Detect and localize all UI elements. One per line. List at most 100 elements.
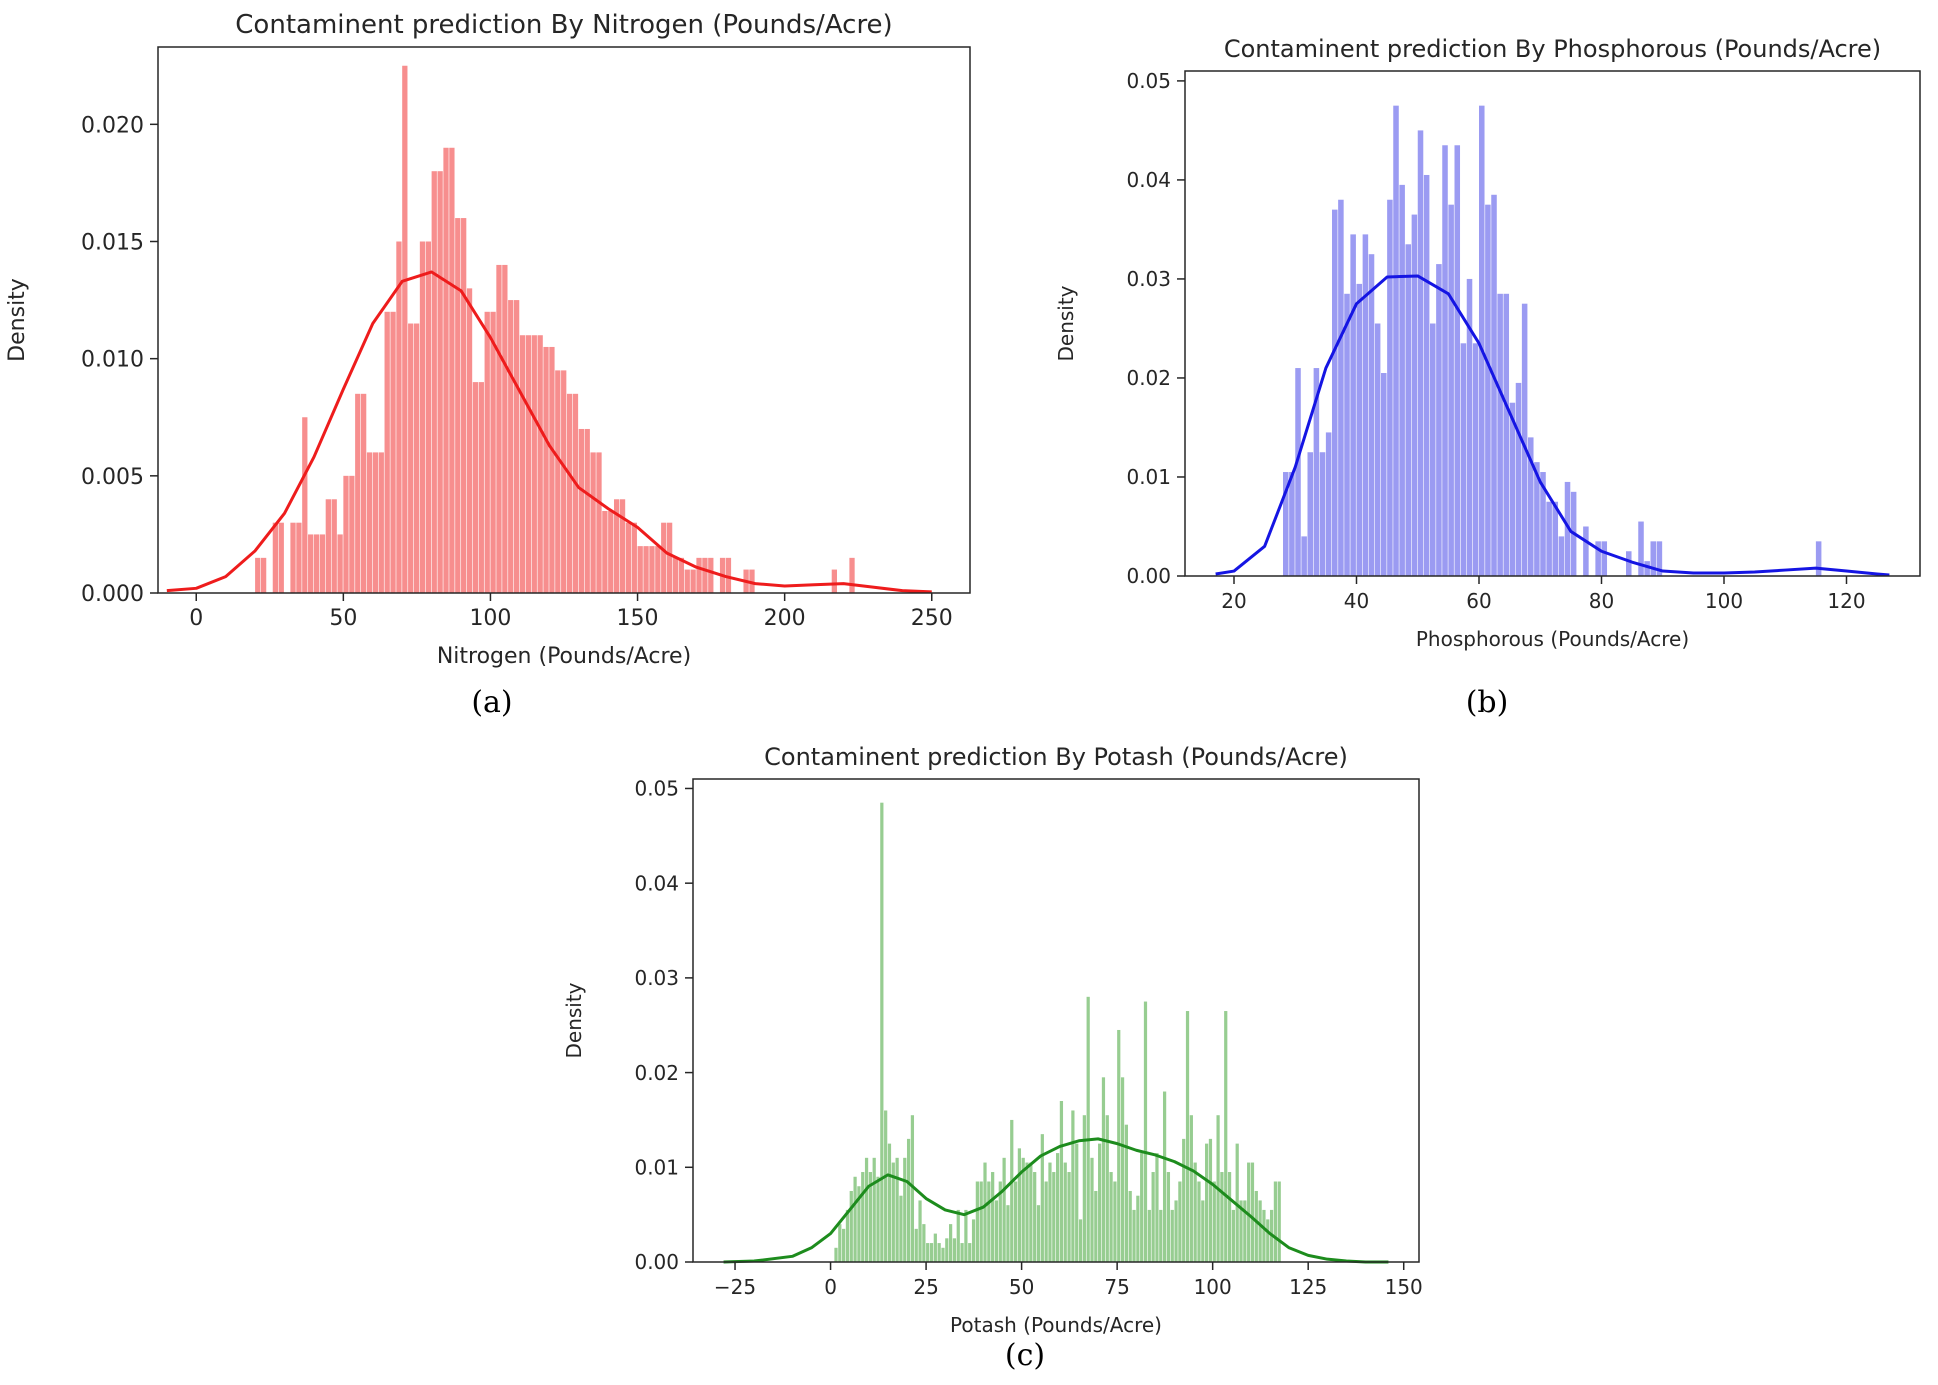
histogram-bar <box>1815 541 1822 576</box>
histogram-bar <box>1393 105 1399 576</box>
x-tick-label: 150 <box>1385 1275 1423 1299</box>
histogram-bar <box>1552 501 1559 576</box>
histogram-bar <box>1540 472 1546 576</box>
histogram-bar <box>525 335 532 593</box>
histogram-bar <box>1583 526 1589 576</box>
histogram-bar <box>366 452 373 593</box>
histogram-bar <box>425 241 431 593</box>
histogram-bar <box>1247 1162 1251 1262</box>
x-tick-label: 200 <box>764 606 806 631</box>
histogram-bar <box>396 241 402 593</box>
histogram-bar <box>1147 1209 1151 1262</box>
histogram-bar <box>549 346 555 593</box>
histogram-bar <box>945 1238 949 1262</box>
histogram-bar <box>1044 1181 1048 1262</box>
histogram-bar <box>952 1238 957 1262</box>
histogram-bar <box>696 557 702 593</box>
histogram-bar <box>608 510 614 593</box>
histogram-bar <box>1405 244 1412 576</box>
y-tick-label: 0.000 <box>81 582 144 607</box>
histogram-bar <box>979 1181 983 1262</box>
histogram-bar <box>1503 293 1510 576</box>
histogram-bar <box>1656 541 1663 576</box>
histogram-bar <box>1368 254 1375 576</box>
histogram-bar <box>1332 209 1338 576</box>
histogram-bar <box>1013 1181 1018 1262</box>
histogram-bar <box>868 1172 872 1262</box>
y-tick-label: 0.005 <box>81 465 144 490</box>
histogram-bar <box>914 1228 918 1262</box>
histogram-bar <box>255 557 261 593</box>
histogram-bars <box>255 65 855 593</box>
histogram-bar <box>1313 368 1320 576</box>
x-tick-label: 0 <box>824 1275 837 1299</box>
histogram-bar <box>1117 1029 1121 1262</box>
y-tick-label: 0.04 <box>634 871 679 895</box>
histogram-bar <box>1243 1200 1247 1262</box>
y-tick-label: 0.01 <box>1126 465 1171 489</box>
histogram-bar <box>1208 1138 1213 1262</box>
histogram-bar <box>1033 1172 1037 1262</box>
histogram-bars <box>1283 105 1822 577</box>
histogram-bar <box>349 475 355 593</box>
histogram-bar <box>1250 1162 1255 1262</box>
histogram-bar <box>466 288 473 593</box>
histogram-bar <box>1595 541 1601 576</box>
histogram-bar <box>1460 343 1467 576</box>
histogram-bar <box>384 311 390 593</box>
histogram-bar <box>1277 1181 1281 1262</box>
panel-caption: (b) <box>1466 685 1509 720</box>
histogram-bar <box>1558 536 1565 576</box>
histogram-bar <box>1374 323 1381 576</box>
histogram-bar <box>272 522 279 593</box>
y-tick-label: 0.020 <box>81 113 144 138</box>
kde-line <box>1215 274 1890 577</box>
plot-frame <box>1184 70 1921 577</box>
histogram-bar <box>1162 1091 1167 1262</box>
histogram-bar <box>1193 1162 1197 1262</box>
histogram-bar <box>1417 130 1424 576</box>
histogram-bar <box>672 557 679 593</box>
histogram-bar <box>1423 174 1430 576</box>
histogram-bar <box>1528 437 1534 576</box>
histogram-bar <box>949 1224 953 1262</box>
histogram-bar <box>449 147 455 593</box>
histogram-bar <box>1534 462 1540 576</box>
chart-title: Contaminent prediction By Potash (Pounds… <box>764 743 1348 771</box>
histogram-bar <box>1325 432 1332 576</box>
histogram-bar <box>708 557 714 593</box>
histogram-bar <box>390 311 396 593</box>
histogram-bar <box>1344 293 1350 576</box>
y-tick-label: 0.03 <box>634 966 679 990</box>
histogram-bar <box>325 499 331 593</box>
y-tick-label: 0.02 <box>634 1061 679 1085</box>
histogram-bar <box>313 534 320 593</box>
histogram-bar <box>1052 1172 1056 1262</box>
histogram-bar <box>578 428 584 593</box>
histogram-bar <box>555 370 561 593</box>
histogram-bar <box>643 546 649 593</box>
histogram-bar <box>1436 264 1442 576</box>
x-tick-label: 25 <box>913 1275 938 1299</box>
histogram-bar <box>1189 1115 1193 1262</box>
x-tick-label: 0 <box>189 606 203 631</box>
histogram-bar <box>1178 1181 1182 1262</box>
histogram-bar <box>1155 1153 1159 1262</box>
histogram-bar <box>1143 1001 1148 1262</box>
histogram-bar <box>531 335 537 593</box>
histogram-bar <box>983 1162 987 1262</box>
histogram-bar <box>1601 541 1608 576</box>
histogram-bar <box>849 557 855 593</box>
histogram-bar <box>929 1243 934 1262</box>
histogram-bar <box>590 452 596 593</box>
histogram-bar <box>845 1209 850 1262</box>
histogram-bar <box>1448 204 1454 576</box>
histogram-bar <box>1319 452 1326 576</box>
histogram-bar <box>987 1181 991 1262</box>
x-axis-label: Potash (Pounds/Acre) <box>950 1313 1162 1337</box>
histogram-bar <box>968 1243 972 1262</box>
histogram-bar <box>478 382 484 593</box>
y-tick-label: 0.015 <box>81 230 144 255</box>
histogram-bar <box>1082 1115 1086 1262</box>
